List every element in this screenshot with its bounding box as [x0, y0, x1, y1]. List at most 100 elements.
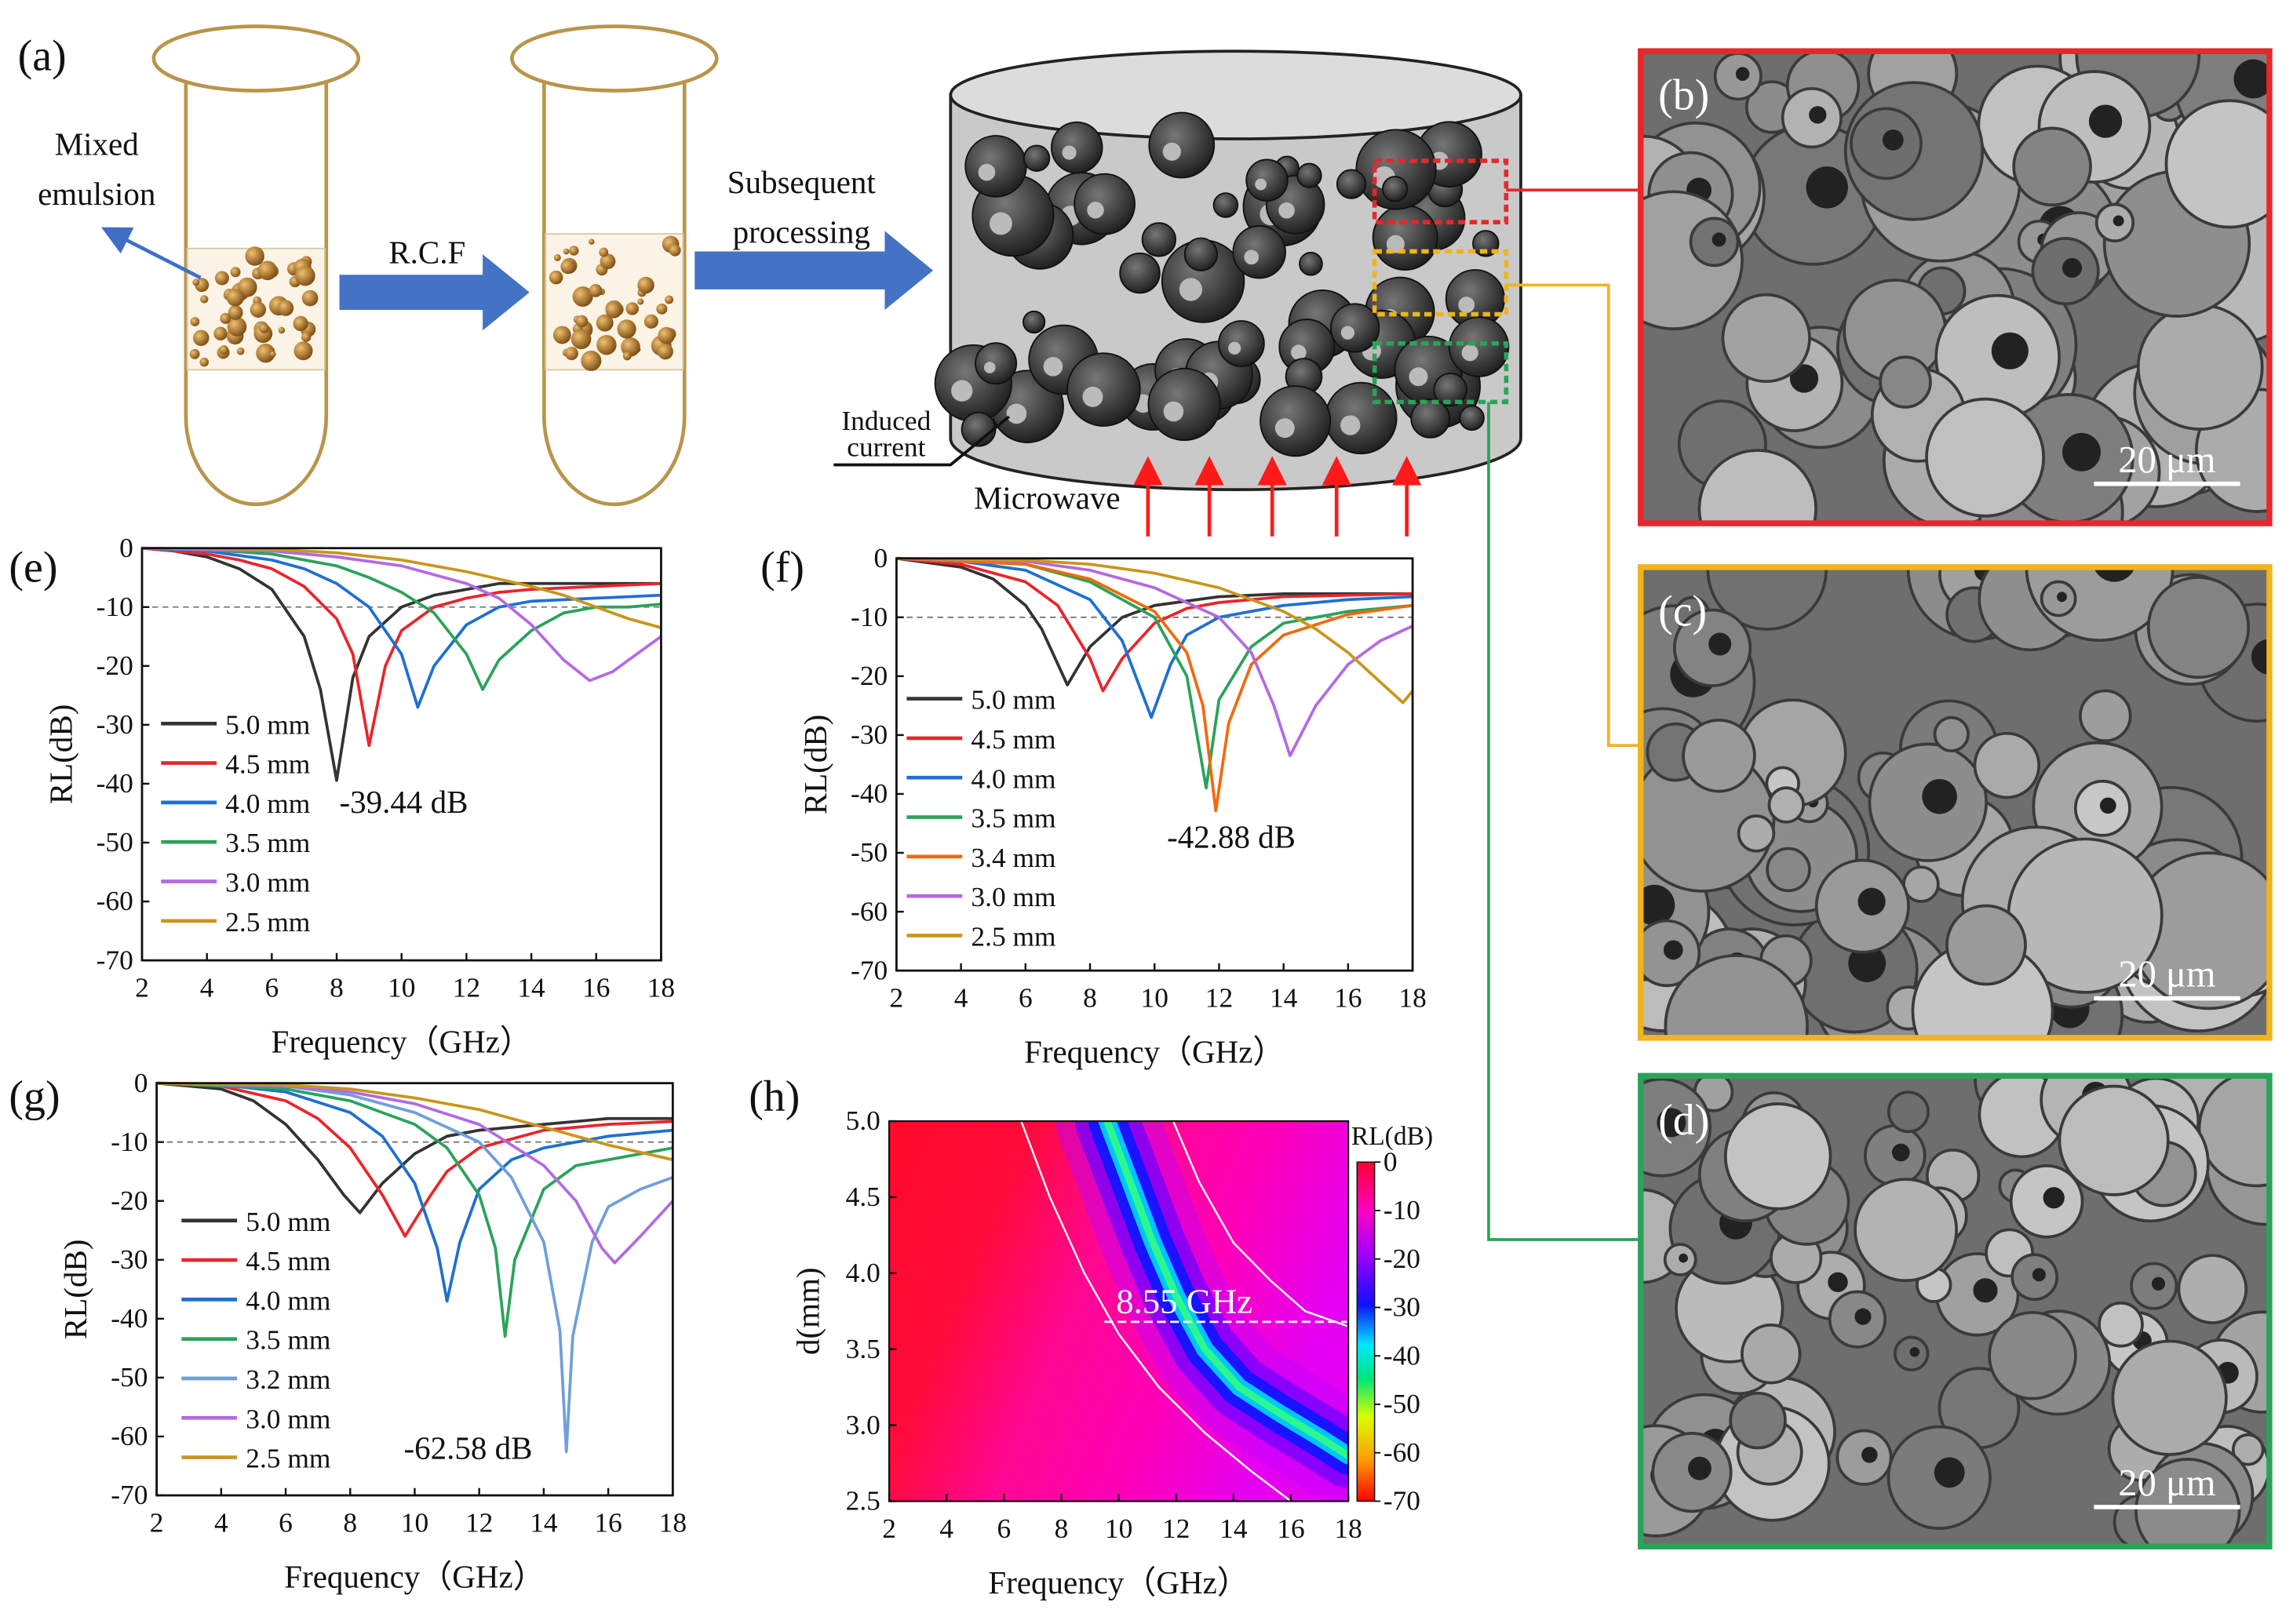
pore — [1299, 251, 1323, 276]
pore — [1329, 303, 1380, 353]
bead — [625, 302, 639, 315]
roi — [1372, 341, 1509, 405]
heatmap-chart: 8.55 GHz 2 4 6 8 10 12 14 16 18 2.5 3.0 3.5 4.0 4.5 5.0… — [749, 1072, 1433, 1600]
scale-label: 20 μm — [2118, 1462, 2215, 1504]
x-tick-label: 2 — [135, 972, 149, 1003]
series-line — [141, 546, 662, 691]
panel-label: (e) — [9, 544, 57, 592]
bead — [669, 244, 681, 257]
label: Subsequent — [727, 164, 877, 200]
sem-sphere — [2146, 575, 2251, 679]
bead — [230, 267, 241, 278]
bead — [596, 334, 617, 355]
bead — [213, 326, 228, 340]
pore-hole — [978, 163, 996, 181]
sem-sphere — [1766, 847, 1811, 893]
x-tick-label: 18 — [659, 1507, 687, 1538]
sem-sphere — [1737, 814, 1776, 853]
sem-sphere — [1682, 718, 1756, 793]
panel-label: (a) — [18, 31, 67, 80]
y-tick-label: 0 — [119, 532, 133, 563]
y-tick-label: -70 — [97, 944, 133, 975]
series-line — [896, 556, 1413, 693]
sem-sphere — [1879, 355, 1932, 409]
microwave-arrows — [1133, 456, 1422, 537]
y-tick-label: -20 — [851, 660, 888, 691]
sem-hole — [1922, 778, 1957, 814]
sem-texture — [1640, 51, 2269, 524]
pore-hole — [989, 212, 1012, 235]
y-tick-label: -10 — [97, 591, 133, 622]
pore-hole — [1006, 403, 1027, 424]
y-axis-label: RL(dB) — [43, 705, 79, 805]
label: Microwave — [974, 479, 1121, 515]
x-tick-label: 16 — [1277, 1513, 1304, 1544]
plot-area — [896, 558, 1413, 971]
pore — [1245, 158, 1289, 202]
pore — [1296, 162, 1322, 188]
sem-image: (b) 20 μm — [1638, 48, 2273, 526]
legend-label: 5.0 mm — [225, 708, 310, 740]
sem-hole — [2088, 104, 2123, 138]
y-tick-label: -30 — [111, 1243, 148, 1275]
sem-image: (c) 20 μm — [1638, 564, 2273, 1041]
legend-label: 3.2 mm — [246, 1364, 330, 1395]
series-line — [156, 1081, 673, 1162]
x-tick-label: 10 — [1141, 982, 1168, 1014]
x-tick-label: 14 — [1219, 1513, 1248, 1544]
bead — [643, 314, 658, 329]
bead — [277, 300, 294, 316]
sem-sphere — [1697, 449, 1817, 524]
x-tick-label: 14 — [517, 972, 545, 1003]
bead — [600, 253, 616, 270]
x-tick-label: 12 — [453, 972, 480, 1003]
bead — [278, 326, 286, 334]
bead — [219, 345, 229, 355]
contour — [1172, 1121, 1349, 1327]
bead — [301, 289, 319, 307]
y-tick-label: -70 — [111, 1479, 148, 1510]
absorption-ridge — [1103, 1121, 1349, 1460]
plot-area — [141, 548, 662, 961]
sem-hole — [1861, 1447, 1878, 1463]
series-line — [896, 556, 1413, 719]
pore-hole — [1340, 415, 1361, 435]
y-tick-label: -10 — [111, 1126, 148, 1157]
bead — [572, 286, 593, 307]
arrow — [339, 254, 530, 331]
bead — [657, 344, 673, 360]
beads — [189, 235, 681, 371]
pore-hole — [983, 362, 996, 373]
x-tick-label: 12 — [1162, 1513, 1190, 1544]
pore-hole — [1228, 341, 1241, 355]
legend-label: 2.5 mm — [246, 1443, 330, 1474]
sem-sphere — [2136, 304, 2264, 431]
colorbar-label: RL(dB) — [1351, 1122, 1433, 1151]
sem-sphere — [1854, 1178, 1959, 1283]
sem-panels: (b) 20 μm (c) 20 μm (d) 20 μm — [1638, 48, 2273, 1549]
x-tick-label: 8 — [330, 972, 344, 1003]
y-tick-label: 3.0 — [846, 1409, 880, 1440]
line-chart: 5.0 mm 4.5 mm 4.0 mm 3.5 mm 3.4 mm 3.0 mm 2.5 … — [760, 542, 1427, 1070]
panel-label: (g) — [9, 1072, 60, 1121]
x-tick-label: 6 — [264, 972, 279, 1003]
pore-hole — [951, 380, 973, 402]
plot-area — [156, 1083, 673, 1496]
pore-hole — [1255, 178, 1267, 191]
colorbar-tick-label: -70 — [1383, 1485, 1420, 1517]
series-line — [156, 1081, 673, 1338]
sem-hole — [1854, 1308, 1872, 1325]
annotation: -42.88 dB — [1167, 819, 1296, 855]
sem-sphere — [2012, 126, 2092, 207]
bead — [568, 246, 579, 256]
y-tick-label: 4.5 — [846, 1181, 880, 1212]
bead — [301, 332, 312, 342]
line-chart: 5.0 mm 4.5 mm 4.0 mm 3.5 mm 3.2 mm 3.0 mm 2.5 … — [9, 1067, 687, 1595]
pore — [1023, 144, 1051, 172]
arrow — [694, 231, 933, 310]
pore — [1119, 252, 1161, 294]
bead — [190, 317, 200, 326]
sem-hole — [1973, 1278, 1998, 1303]
colorbar-tick-label: 0 — [1383, 1145, 1398, 1177]
sem-sphere — [1902, 865, 1940, 903]
